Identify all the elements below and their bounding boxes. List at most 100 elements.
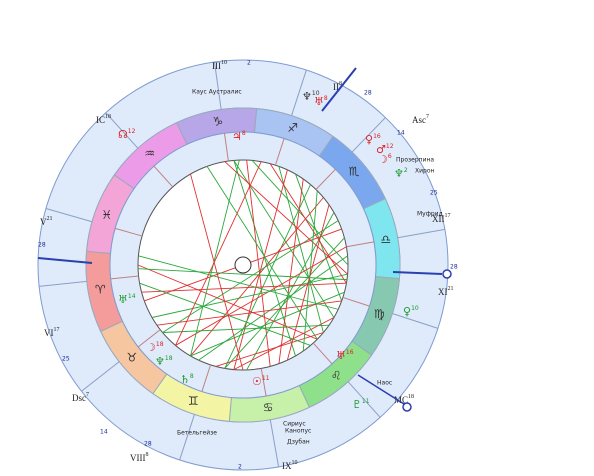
aspect-line <box>190 173 244 371</box>
house-cusp <box>81 361 120 392</box>
aspect-line <box>190 159 240 357</box>
house-cusp <box>201 364 212 392</box>
house-cusp <box>397 228 445 239</box>
zodiac-glyph: ♊ <box>188 394 199 408</box>
cusp-degree: 25 <box>430 190 438 197</box>
house-label: VI17 <box>44 327 60 338</box>
house-cusp <box>274 138 285 166</box>
house-cusp <box>347 381 381 418</box>
house-cusp <box>342 296 370 307</box>
aspect-line <box>278 166 324 333</box>
zodiac-glyph: ♏ <box>349 164 360 178</box>
zodiac-glyph: ♍ <box>374 307 385 321</box>
cusp-degree: 2 <box>247 60 251 67</box>
house-cusp <box>291 69 307 116</box>
aspect-line <box>206 166 318 340</box>
house-label: XII17 <box>432 213 451 224</box>
aspect-line <box>269 163 347 284</box>
cusp-degree: 28 <box>364 90 372 97</box>
planet: ♆18 <box>155 355 173 369</box>
aspect-line <box>233 160 296 357</box>
zodiac-glyph: ♒ <box>144 146 155 160</box>
aspect-line <box>233 160 335 318</box>
house-label: MC18 <box>394 394 414 405</box>
house-label: III10 <box>212 60 227 71</box>
aspect-line <box>156 300 342 326</box>
star-label: Бетельгейзе <box>177 430 217 437</box>
cusp-degree: 28 <box>38 242 46 249</box>
planet: ♃8 <box>232 130 246 144</box>
house-label: VIII8 <box>130 452 149 463</box>
house-label: Dsc7 <box>72 392 89 403</box>
house-cusp <box>39 280 87 287</box>
star-label: Муфрид <box>417 211 443 218</box>
aspect-line <box>151 273 348 318</box>
aspect-line <box>190 197 324 357</box>
planet: ♅14 <box>118 293 136 307</box>
aspect-line <box>139 282 311 346</box>
aspect-line <box>224 161 348 275</box>
planet: ♅8 <box>314 95 328 109</box>
house-cusp <box>137 329 161 348</box>
asc-axis <box>37 257 93 264</box>
house-cusp <box>351 117 386 153</box>
planet: ♄8 <box>180 373 194 387</box>
cusp-degree: 25 <box>62 356 70 363</box>
zodiac-glyph: ♋ <box>263 400 274 414</box>
aspect-line <box>215 332 324 367</box>
cusp-degree: 28 <box>450 264 458 271</box>
house-label: IC18 <box>96 114 111 125</box>
aspect-line <box>141 282 347 293</box>
aspect-line <box>138 268 348 281</box>
aspect-line <box>190 291 345 357</box>
axis-marker <box>442 269 452 279</box>
aspect-line <box>286 204 330 361</box>
house-cusp <box>213 61 222 110</box>
planet: ☽18 <box>146 341 164 355</box>
house-cusp <box>346 241 375 248</box>
star-label: Сириус <box>283 421 306 428</box>
planet: ♂12 <box>376 143 394 157</box>
house-cusp <box>45 208 93 223</box>
house-cusp <box>269 419 280 467</box>
cusp-degree: 14 <box>397 130 405 137</box>
aspect-line <box>251 160 349 266</box>
cusp-degree: 28 <box>144 441 152 448</box>
axis-marker <box>402 402 412 412</box>
house-label: II8 <box>333 81 342 92</box>
planet: ♇11 <box>352 398 370 412</box>
zodiac-glyph: ♉ <box>127 351 138 365</box>
cusp-degree: 14 <box>100 429 108 436</box>
cusp-degree: 2 <box>238 464 242 471</box>
zodiac-glyph: ♈ <box>95 283 106 297</box>
star-label: Канопус <box>285 428 311 435</box>
planet: ♅16 <box>336 349 354 363</box>
planet: ♆10 <box>302 90 320 104</box>
zodiac-glyph: ♎ <box>380 232 391 246</box>
house-cusp <box>110 275 139 280</box>
zodiac-glyph: ♌ <box>331 369 342 383</box>
zodiac-glyph: ♐ <box>287 121 298 135</box>
house-cusp <box>179 414 195 461</box>
center-circle <box>234 256 252 274</box>
aspect-line <box>137 264 318 340</box>
aspect-line <box>224 184 311 369</box>
house-cusp <box>315 168 336 190</box>
aspect-line <box>198 255 348 361</box>
aspect-line <box>162 324 330 333</box>
star-label: Прозерпина <box>396 157 434 164</box>
house-cusp <box>223 133 229 162</box>
house-cusp <box>260 368 267 397</box>
zodiac-glyph: ♓ <box>101 208 112 222</box>
house-cusp <box>153 165 174 188</box>
star-label: Наос <box>377 380 392 387</box>
house-label: Asc7 <box>412 114 429 125</box>
planet: ☉11 <box>252 375 270 389</box>
star-label: Хирон <box>415 168 434 175</box>
planet: ☊12 <box>118 128 136 142</box>
aspect-line <box>302 190 318 352</box>
house-label: XI21 <box>438 286 454 297</box>
aspect-line <box>246 160 271 367</box>
planet: ☽6 <box>378 153 392 167</box>
planet: ♆2 <box>394 167 408 181</box>
